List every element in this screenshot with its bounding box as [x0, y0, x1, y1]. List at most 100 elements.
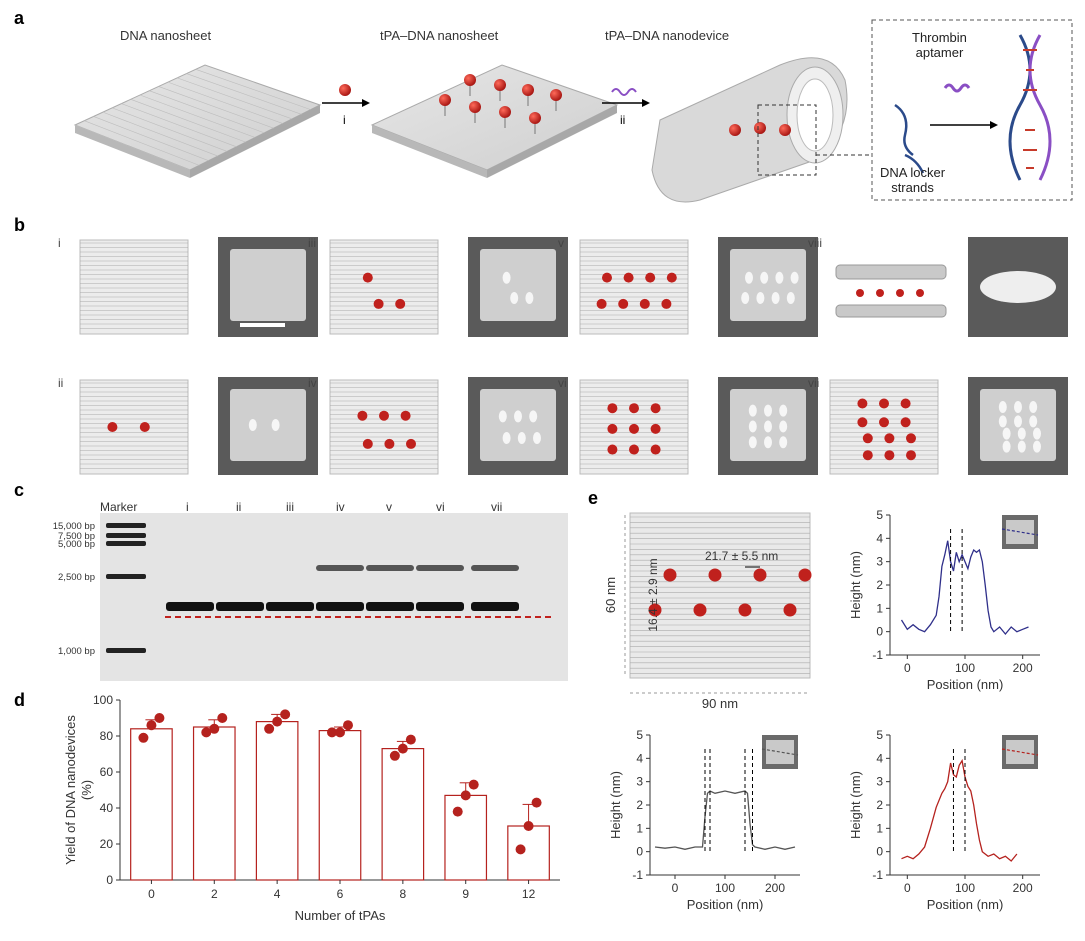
afm-tpa-spot	[498, 410, 507, 423]
tpa-dot	[884, 450, 895, 461]
bar-0	[130, 728, 173, 881]
tpa-ball	[529, 112, 541, 124]
main-band	[316, 602, 364, 611]
tile-label-vii: vii	[808, 376, 819, 390]
afm-tpa-spot	[998, 415, 1007, 428]
aptamer-label-line1: Thrombin	[912, 30, 967, 45]
main-band	[366, 602, 414, 611]
data-point	[523, 821, 534, 831]
y-tick-label: 4	[636, 751, 643, 765]
tpa-ball	[439, 94, 451, 106]
tpa-dot	[650, 403, 661, 414]
tpa-ball	[522, 84, 534, 96]
tpa-dot	[623, 272, 634, 283]
y-tick-label: 0	[876, 625, 883, 639]
data-point	[146, 720, 157, 731]
y-tick-label: 0	[876, 845, 883, 859]
tpa-ball	[469, 101, 481, 113]
panel-label-c: c	[14, 480, 25, 500]
y-tick-label: 3	[876, 555, 883, 569]
tile-label-v: v	[558, 236, 564, 250]
data-point	[397, 743, 408, 754]
tpa-dot	[139, 422, 150, 432]
bar-8	[381, 747, 425, 881]
tile-label-viii: viii	[808, 236, 822, 250]
tile-label-iii: iii	[308, 236, 316, 250]
afm-tpa-spot	[764, 420, 772, 433]
tpa-dot	[693, 603, 707, 617]
x-tick-label: 200	[765, 881, 785, 895]
panel-e-schematic: 60 nm 90 nm 21.7 ± 5.5 nm 16.4 ± 2.9 nm	[603, 512, 812, 710]
y-tick-label: 0	[106, 873, 113, 887]
afm-tpa-spot	[1033, 427, 1041, 440]
data-point	[217, 713, 228, 723]
bar-12	[507, 825, 550, 881]
tpa-ball	[494, 79, 506, 91]
afm-inset-sheet	[766, 740, 794, 764]
tpa-ball	[499, 106, 511, 118]
panel-label-a: a	[14, 8, 25, 28]
afm-inset-trace	[761, 748, 799, 756]
width-dimension-label: 90 nm	[702, 696, 738, 710]
lane-label-iv: iv	[336, 500, 345, 514]
vertical-spacing-label: 16.4 ± 2.9 nm	[646, 558, 660, 631]
tpa-dot	[879, 417, 889, 428]
ladder-label: 5,000 bp	[58, 539, 95, 550]
afm-tpa-spot	[1014, 415, 1022, 428]
nanosheet-schematic	[629, 512, 811, 679]
tpa-dot	[602, 272, 612, 283]
afm-tpa-spot	[529, 410, 538, 423]
locker-label-line1: DNA locker	[880, 165, 946, 180]
tpa-dot	[663, 568, 677, 582]
y-tick-label: 0	[636, 845, 643, 859]
tpa-dot	[645, 272, 656, 283]
tpa-dot	[876, 289, 884, 297]
main-band	[416, 602, 464, 611]
height-profile-line	[901, 758, 1018, 862]
x-tick-label: 100	[955, 881, 975, 895]
x-tick-label: 0	[672, 881, 679, 895]
afm-tpa-spot	[748, 420, 757, 433]
y-tick-label: 4	[876, 751, 883, 765]
ladder-label: 15,000 bp	[53, 521, 95, 532]
x-axis-label: Position (nm)	[687, 897, 764, 912]
inset-box	[871, 19, 1073, 201]
tpa-dot	[629, 403, 639, 414]
upper-band	[316, 565, 364, 571]
data-point	[515, 844, 526, 855]
y-tick-label: 20	[100, 837, 114, 851]
panel-e-profile-red: -1 0 1 2 3 4 5 0 100 200 Position (nm) Height (nm)	[848, 728, 1040, 912]
data-point	[209, 723, 220, 734]
panel-a-illustration: i ii	[73, 19, 1073, 203]
main-band	[166, 602, 214, 611]
afm-inset-trace	[1001, 748, 1039, 756]
afm-tpa-spot	[510, 291, 519, 304]
y-tick-label: 2	[636, 798, 643, 812]
nanosheet-schematic	[79, 379, 189, 475]
tpa-dot	[362, 438, 373, 449]
tpa-dot	[708, 568, 722, 582]
tpa-dot	[879, 398, 889, 409]
data-point	[389, 750, 400, 761]
data-point	[405, 734, 416, 745]
x-tick-label: 0	[904, 661, 911, 675]
afm-tpa-spot	[748, 436, 757, 449]
x-tick-label: 2	[211, 887, 218, 901]
tpa-dot	[857, 417, 868, 428]
y-tick-label: -1	[872, 648, 883, 662]
gel-background	[100, 513, 568, 681]
dna-nanosheet-3d	[73, 64, 322, 178]
height-dimension-label: 60 nm	[603, 577, 618, 613]
y-tick-label: 5	[876, 508, 883, 522]
tpa-ball-icon	[339, 84, 351, 96]
locker-label-line2: strands	[891, 180, 934, 195]
data-point	[201, 727, 212, 738]
lane-label-vii: vii	[491, 500, 502, 514]
tube-bottom	[835, 304, 947, 318]
tpa-dot	[400, 410, 411, 421]
tpa-dot	[406, 438, 416, 449]
x-tick-label: 9	[462, 887, 469, 901]
main-band	[471, 602, 519, 611]
